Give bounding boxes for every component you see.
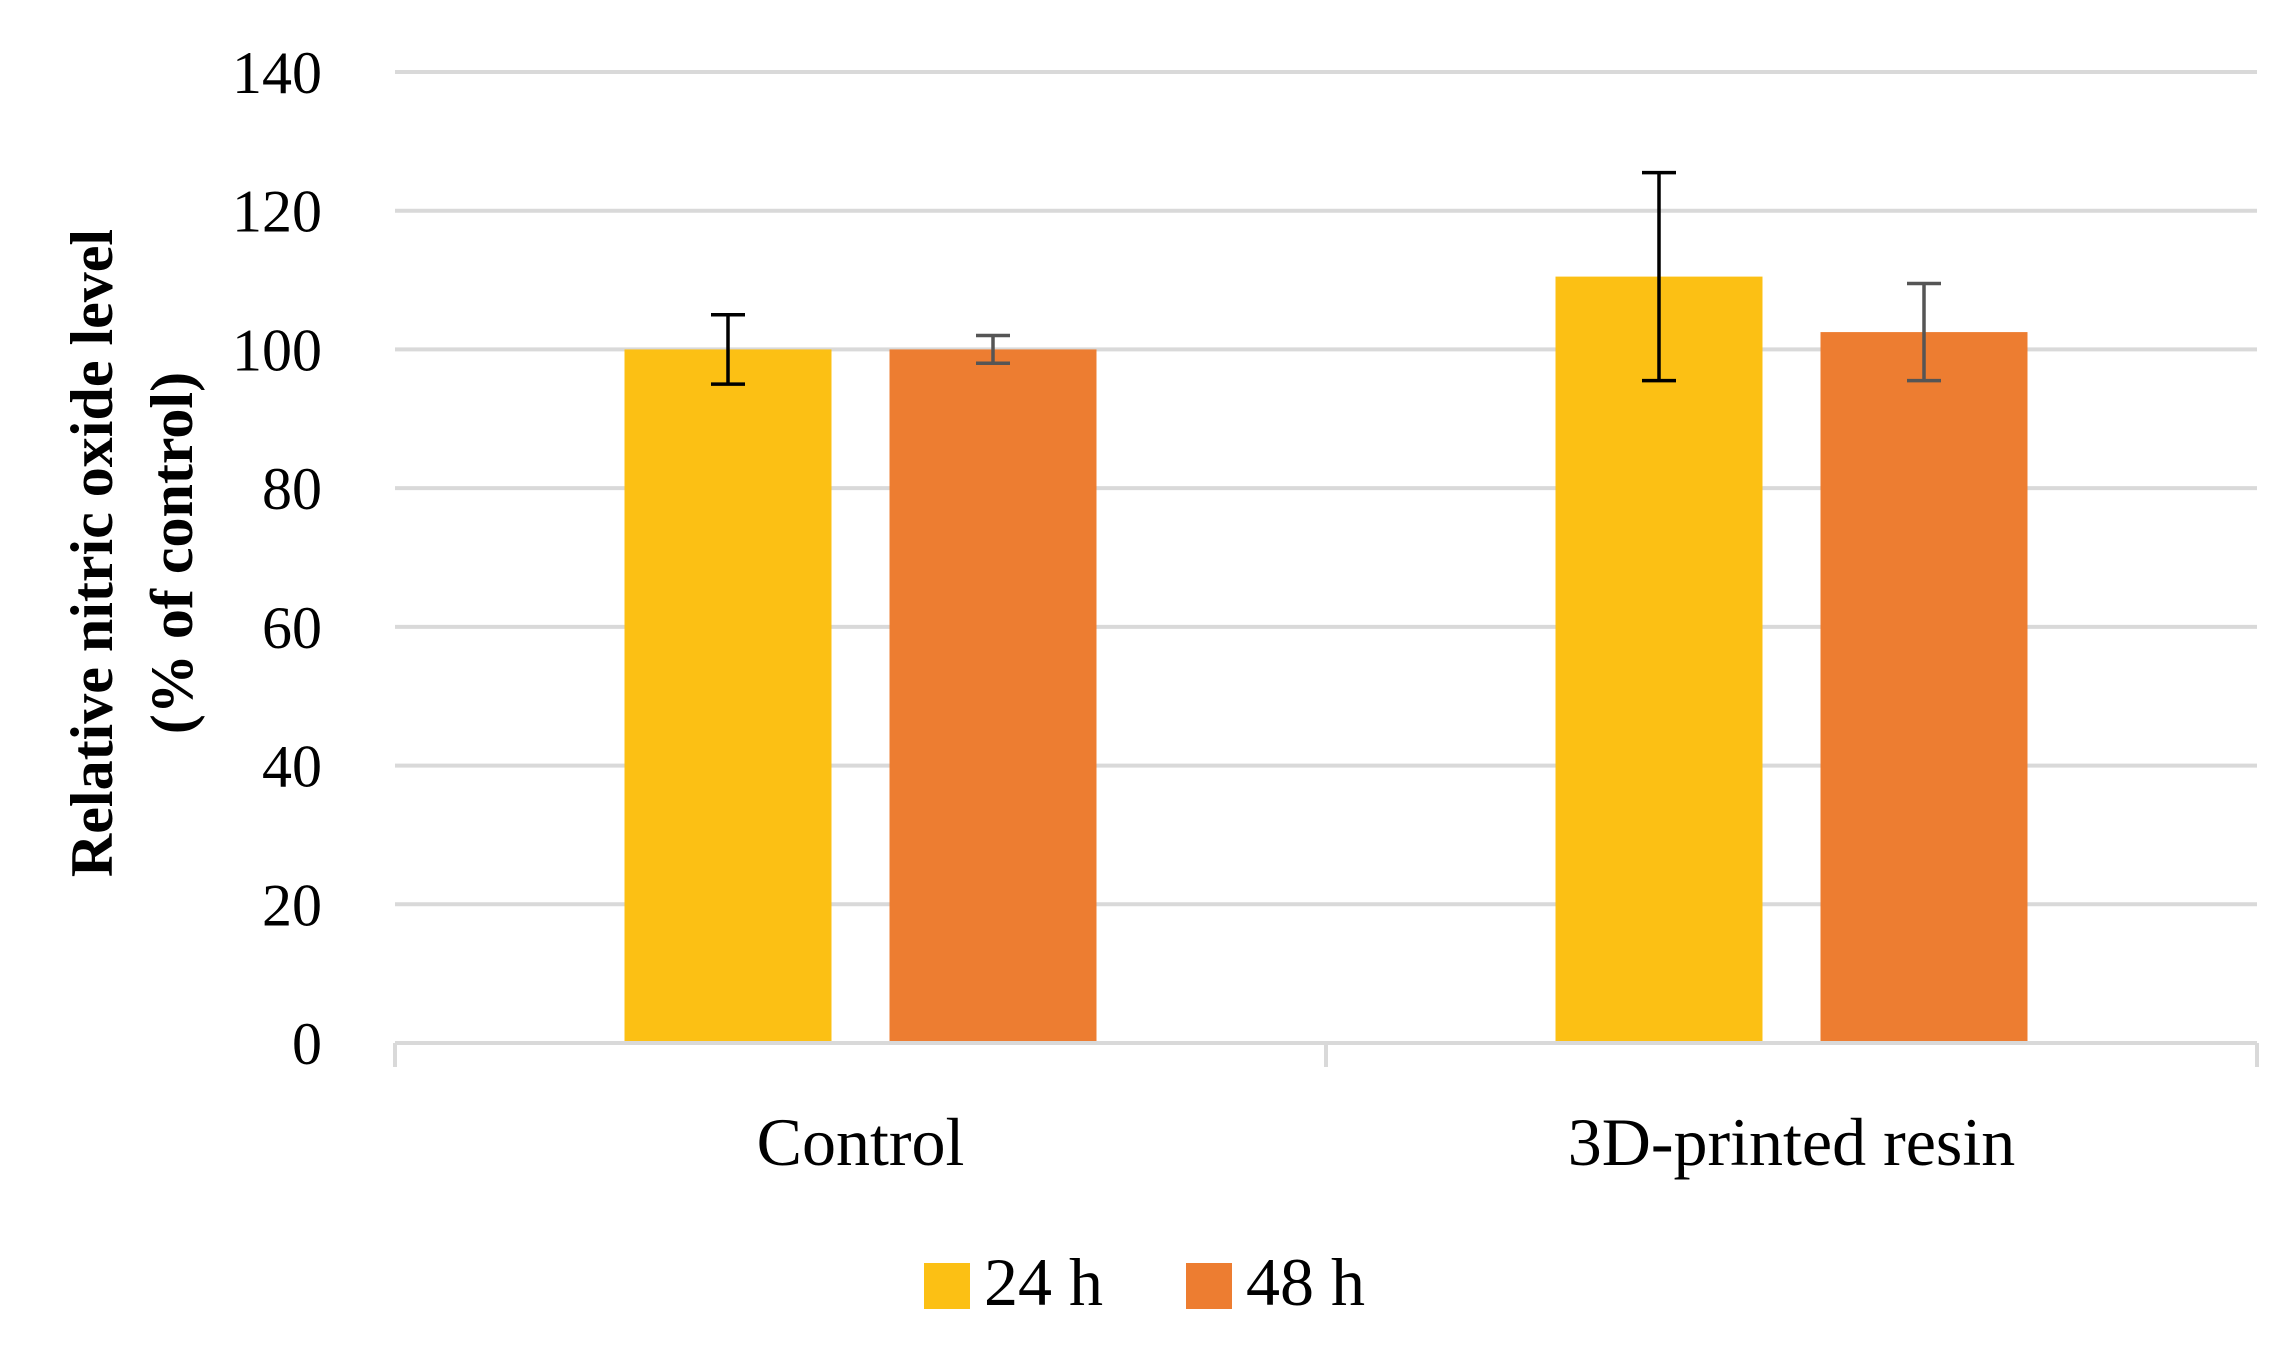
legend-item: 48 h xyxy=(1186,1244,1365,1320)
y-tick-label: 80 xyxy=(262,456,322,522)
y-tick-label: 100 xyxy=(232,317,322,383)
y-axis-tick-labels: 0 20 40 60 80 100 120 140 xyxy=(232,40,322,1077)
x-category-label: 3D-printed resin xyxy=(1568,1104,2016,1180)
legend-item: 24 h xyxy=(924,1244,1103,1320)
legend: 24 h 48 h xyxy=(924,1244,1365,1320)
y-tick-label: 40 xyxy=(262,734,322,800)
y-axis-title: Relative nitric oxide level (% of contro… xyxy=(59,229,205,877)
y-tick-label: 140 xyxy=(232,40,322,106)
error-bar-24h-0 xyxy=(711,313,745,386)
legend-swatch xyxy=(1186,1263,1232,1309)
y-tick-label: 0 xyxy=(292,1011,322,1077)
y-tick-label: 120 xyxy=(232,179,322,245)
legend-label: 48 h xyxy=(1246,1244,1365,1320)
legend-swatch xyxy=(924,1263,970,1309)
bars xyxy=(624,276,2028,1043)
y-tick-label: 20 xyxy=(262,872,322,938)
y-tick-label: 60 xyxy=(262,595,322,661)
x-category-label: Control xyxy=(757,1104,965,1180)
bar-24h-1 xyxy=(1555,276,1763,1043)
bar-48h-0 xyxy=(889,349,1097,1043)
error-bar-48h-0 xyxy=(976,333,1010,366)
error-bar-24h-1 xyxy=(1642,170,1676,383)
bar-48h-1 xyxy=(1820,332,2028,1043)
error-bar-48h-1 xyxy=(1907,281,1941,383)
legend-label: 24 h xyxy=(984,1244,1103,1320)
error-bars xyxy=(711,170,1941,386)
y-axis-title-line-1: Relative nitric oxide level xyxy=(59,229,125,877)
x-axis xyxy=(393,1041,2259,1067)
y-axis-title-line-2: (% of control) xyxy=(139,372,205,734)
bar-24h-0 xyxy=(624,349,832,1043)
x-axis-category-labels: Control 3D-printed resin xyxy=(757,1104,2016,1180)
